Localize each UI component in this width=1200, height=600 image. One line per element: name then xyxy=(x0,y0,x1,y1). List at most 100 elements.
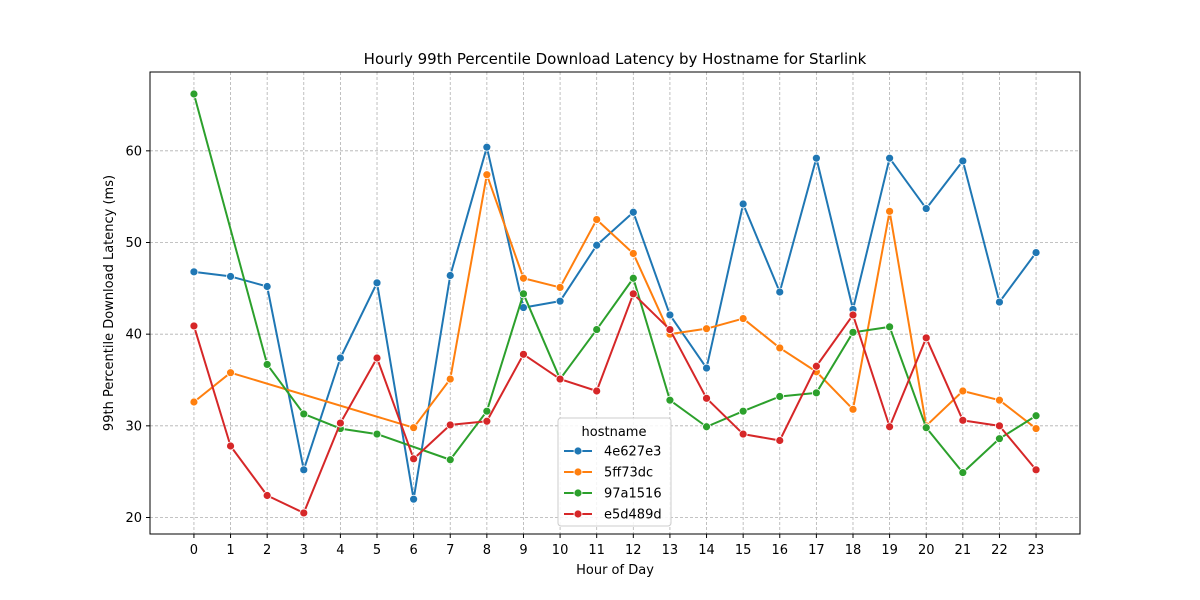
data-point xyxy=(848,404,858,414)
x-tick-label: 23 xyxy=(1028,543,1045,558)
data-point xyxy=(299,465,309,475)
data-point xyxy=(738,429,748,439)
chart-title: Hourly 99th Percentile Download Latency … xyxy=(364,50,867,68)
data-point xyxy=(775,436,785,445)
data-point xyxy=(995,421,1004,431)
series-e5d489d xyxy=(189,289,1041,518)
plot-frame xyxy=(149,71,1081,535)
data-point xyxy=(811,388,821,398)
x-tick-label: 12 xyxy=(625,543,642,558)
data-point xyxy=(885,322,895,332)
x-tick-label: 7 xyxy=(446,543,454,558)
legend-item-97a1516: 97a1516 xyxy=(564,487,662,502)
data-point xyxy=(262,360,272,369)
y-tick-label: 30 xyxy=(125,419,142,434)
y-tick-label: 20 xyxy=(125,511,142,526)
x-tick-label: 17 xyxy=(808,543,825,558)
legend-label: 5ff73dc xyxy=(604,466,653,481)
data-point xyxy=(921,204,931,213)
data-point xyxy=(372,353,382,363)
data-point xyxy=(189,89,199,99)
data-point xyxy=(702,393,711,403)
data-point xyxy=(738,406,748,416)
data-point xyxy=(1031,411,1041,421)
legend-title: hostname xyxy=(582,425,647,440)
legend-label: 97a1516 xyxy=(604,487,662,502)
data-point xyxy=(372,278,382,288)
legend-marker xyxy=(573,488,583,498)
data-point xyxy=(226,441,235,451)
data-point xyxy=(995,297,1004,307)
legend-item-4e627e3: 4e627e3 xyxy=(564,445,661,460)
y-tick-label: 40 xyxy=(125,328,142,343)
data-point xyxy=(848,327,858,337)
x-tick-label: 2 xyxy=(263,543,271,558)
x-tick-label: 3 xyxy=(300,543,308,558)
y-tick-label: 50 xyxy=(125,236,142,251)
data-point xyxy=(628,289,638,299)
data-point xyxy=(482,142,492,152)
x-tick-label: 20 xyxy=(918,543,935,558)
data-point xyxy=(299,508,309,518)
series-line-5ff73dc xyxy=(193,173,1037,430)
x-tick-label: 13 xyxy=(662,543,679,558)
data-point xyxy=(885,153,895,163)
x-tick-label: 1 xyxy=(226,543,234,558)
series-97a1516 xyxy=(189,89,1041,477)
data-point xyxy=(775,343,785,353)
series-line-97a1516 xyxy=(192,93,1037,474)
x-tick-label: 11 xyxy=(588,543,605,558)
data-point xyxy=(262,282,272,291)
data-point xyxy=(921,423,931,433)
legend-marker xyxy=(573,509,583,519)
data-point xyxy=(519,349,528,359)
data-point xyxy=(555,296,565,306)
data-point xyxy=(738,199,748,209)
y-axis-label: 99th Percentile Download Latency (ms) xyxy=(102,175,117,431)
data-point xyxy=(555,374,565,384)
x-tick-label: 0 xyxy=(190,543,198,558)
data-point xyxy=(482,416,492,426)
data-point xyxy=(519,289,528,299)
data-point xyxy=(702,324,711,334)
data-point xyxy=(885,422,895,432)
data-point xyxy=(592,325,602,334)
data-point xyxy=(995,395,1004,405)
data-point xyxy=(262,491,272,500)
data-point xyxy=(482,170,492,180)
data-point xyxy=(445,420,455,430)
data-point xyxy=(409,454,419,464)
x-tick-label: 9 xyxy=(519,543,527,558)
data-point xyxy=(738,314,748,323)
data-point xyxy=(921,333,931,343)
data-point xyxy=(811,153,821,163)
data-point xyxy=(592,215,602,224)
data-point xyxy=(958,386,968,396)
data-point xyxy=(628,207,638,217)
data-point xyxy=(1031,465,1041,475)
legend-box xyxy=(557,417,672,527)
x-axis-label: Hour of Day xyxy=(576,563,654,578)
legend: hostname 4e627e3 5ff73dc 97a1516 e5d489d xyxy=(557,417,672,527)
x-tick-label: 19 xyxy=(881,543,898,558)
data-point xyxy=(995,434,1004,444)
data-point xyxy=(958,415,968,425)
data-point xyxy=(226,272,235,281)
series-line-e5d489d xyxy=(192,292,1037,514)
x-tick-label: 8 xyxy=(483,543,491,558)
series-4e627e3 xyxy=(189,142,1041,504)
data-point xyxy=(445,374,455,384)
data-point xyxy=(775,392,785,401)
y-axis-ticks: 20 30 40 50 60 xyxy=(125,144,150,526)
data-point xyxy=(519,273,528,283)
data-point xyxy=(592,386,602,396)
x-tick-label: 21 xyxy=(955,543,972,558)
data-point xyxy=(811,361,821,371)
data-point xyxy=(628,273,638,283)
data-point xyxy=(592,240,602,250)
legend-marker xyxy=(573,467,583,477)
x-tick-label: 5 xyxy=(373,543,381,558)
legend-label: 4e627e3 xyxy=(604,445,661,460)
